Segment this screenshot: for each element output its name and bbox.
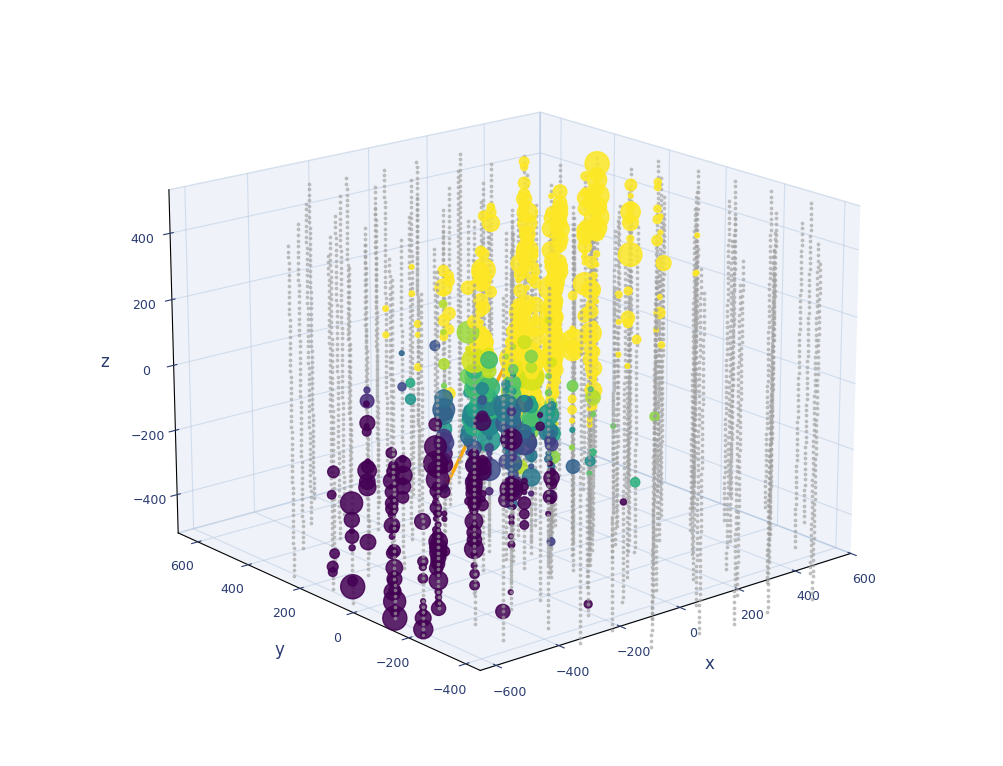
Y-axis label: y: y bbox=[275, 640, 284, 659]
X-axis label: x: x bbox=[703, 655, 713, 673]
